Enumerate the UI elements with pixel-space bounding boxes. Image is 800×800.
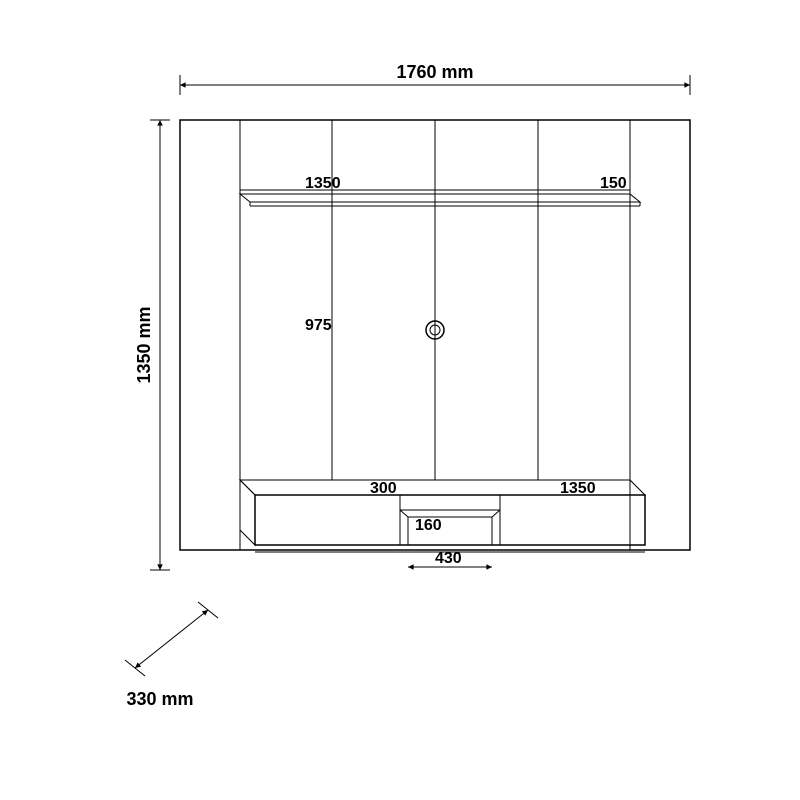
- technical-drawing: 1760 mm 1350 mm 1350 150 975: [0, 0, 800, 800]
- dim-width-label: 1760 mm: [396, 62, 473, 82]
- panel-height-label: 975: [305, 317, 332, 334]
- dim-height-label: 1350 mm: [134, 306, 154, 383]
- shelf-width-label: 1350: [305, 175, 341, 192]
- box-depth-label: 300: [370, 480, 397, 497]
- shelf-height-label: 150: [600, 175, 627, 192]
- opening-height-label: 160: [415, 517, 442, 534]
- dim-height: 1350 mm: [134, 120, 170, 570]
- dim-width: 1760 mm: [180, 62, 690, 95]
- dim-depth-label: 330 mm: [126, 689, 193, 709]
- box-width-label: 1350: [560, 480, 596, 497]
- opening-width-label: 430: [435, 550, 462, 567]
- upper-shelf: [240, 190, 640, 206]
- dim-depth: 330 mm: [125, 602, 218, 709]
